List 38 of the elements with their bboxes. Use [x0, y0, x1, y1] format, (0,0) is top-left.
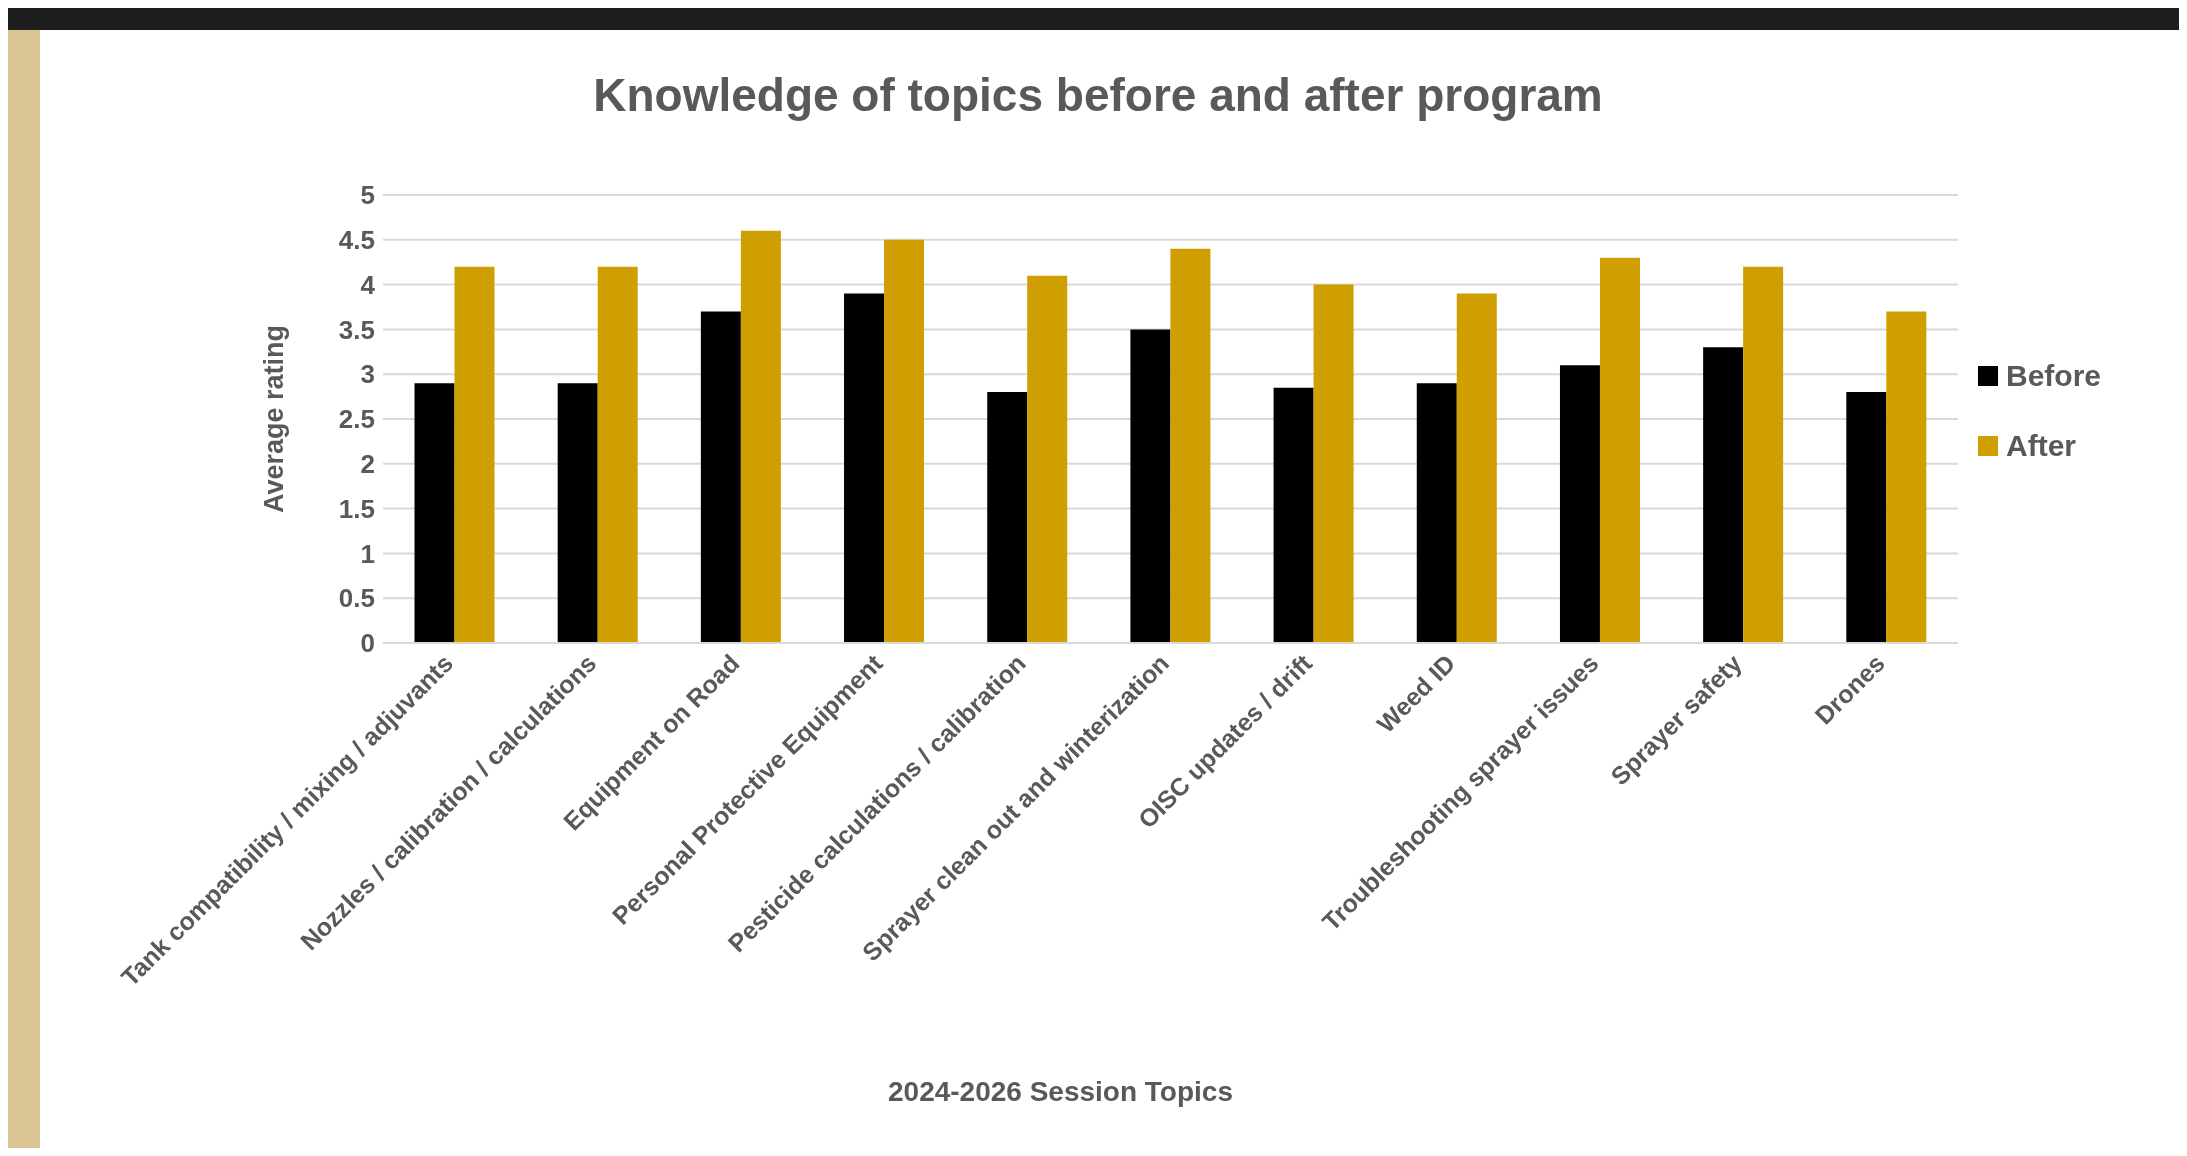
legend-label: Before: [2006, 358, 2102, 393]
bar: [1846, 392, 1887, 643]
bar: [740, 230, 781, 643]
bar: [597, 266, 638, 643]
bar: [1416, 383, 1457, 643]
y-tick-label: 3.5: [338, 314, 375, 345]
bar: [414, 383, 455, 643]
chart-title: Knowledge of topics before and after program: [592, 68, 1604, 122]
bar: [1130, 329, 1171, 643]
y-tick-label: 1: [360, 538, 375, 569]
y-tick-label: 4.5: [338, 225, 375, 256]
y-tick-label: 4: [360, 269, 376, 300]
y-tick-label: 0: [360, 628, 375, 659]
y-axis-title: Average rating: [258, 324, 289, 514]
y-tick-label: 2.5: [338, 404, 375, 435]
bar: [1273, 387, 1314, 643]
y-tick-label: 2: [360, 449, 375, 480]
bar: [700, 311, 741, 643]
bar: [454, 266, 495, 643]
bar: [987, 392, 1028, 643]
bar: [1703, 347, 1744, 643]
y-tick-label: 3: [360, 359, 375, 390]
bar: [1456, 293, 1497, 643]
bar: [1886, 311, 1927, 643]
bar: [1313, 284, 1354, 643]
bar: [1559, 365, 1600, 643]
y-tick-label: 0.5: [338, 583, 375, 614]
y-tick-label: 5: [360, 180, 375, 211]
legend-label: After: [2006, 428, 2077, 463]
bar: [557, 383, 598, 643]
bar: [1743, 266, 1784, 643]
bar: [1027, 275, 1068, 643]
bar: [1599, 257, 1640, 643]
bar: [884, 239, 925, 643]
x-axis-title: 2024-2026 Session Topics: [888, 1076, 1233, 1107]
bar: [844, 293, 885, 643]
bar: [1170, 248, 1211, 643]
y-tick-label: 1.5: [338, 493, 375, 524]
